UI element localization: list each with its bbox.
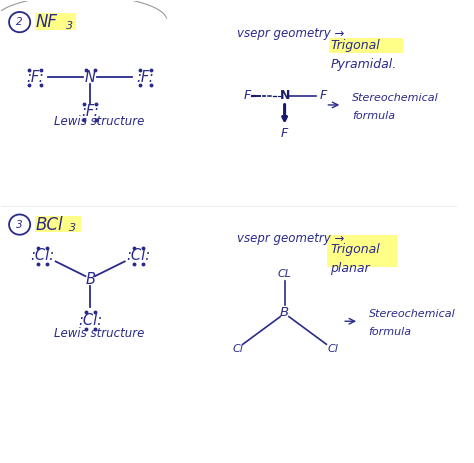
- Text: :F:: :F:: [137, 70, 154, 85]
- Text: :F:: :F:: [26, 70, 44, 85]
- Text: 3: 3: [69, 223, 76, 233]
- Text: N: N: [85, 70, 96, 85]
- Text: F: F: [244, 89, 251, 102]
- Text: BCl: BCl: [36, 216, 64, 234]
- Text: N: N: [279, 89, 290, 102]
- FancyBboxPatch shape: [35, 13, 76, 30]
- Text: Cl: Cl: [233, 344, 244, 354]
- Text: B: B: [280, 306, 289, 319]
- Text: Trigonal: Trigonal: [330, 244, 380, 257]
- Text: CL: CL: [278, 269, 292, 279]
- Text: NF: NF: [36, 13, 58, 31]
- Text: Cl: Cl: [327, 344, 338, 354]
- FancyBboxPatch shape: [328, 235, 397, 268]
- Text: Trigonal: Trigonal: [330, 38, 380, 51]
- Text: Stereochemical: Stereochemical: [352, 93, 438, 103]
- Text: 3: 3: [66, 21, 73, 31]
- Text: B: B: [85, 272, 95, 288]
- Text: Lewis structure: Lewis structure: [54, 327, 145, 340]
- Text: :Cl:: :Cl:: [30, 248, 54, 263]
- Text: 3: 3: [16, 219, 23, 230]
- Text: F: F: [319, 89, 327, 102]
- Text: Pyramidal.: Pyramidal.: [330, 58, 396, 71]
- Text: 2: 2: [16, 17, 23, 27]
- Text: F: F: [281, 127, 288, 140]
- Text: :Cl:: :Cl:: [78, 313, 102, 328]
- Text: formula: formula: [352, 111, 395, 120]
- FancyBboxPatch shape: [329, 38, 403, 53]
- Text: vsepr geometry →: vsepr geometry →: [237, 27, 344, 40]
- Text: :F:: :F:: [82, 104, 99, 119]
- Text: :Cl:: :Cl:: [126, 248, 150, 263]
- Text: planar: planar: [330, 262, 370, 275]
- Text: Stereochemical: Stereochemical: [369, 309, 456, 319]
- Text: Lewis structure: Lewis structure: [54, 115, 145, 128]
- FancyBboxPatch shape: [35, 216, 81, 232]
- Text: vsepr geometry →: vsepr geometry →: [237, 232, 344, 245]
- Text: formula: formula: [369, 327, 412, 337]
